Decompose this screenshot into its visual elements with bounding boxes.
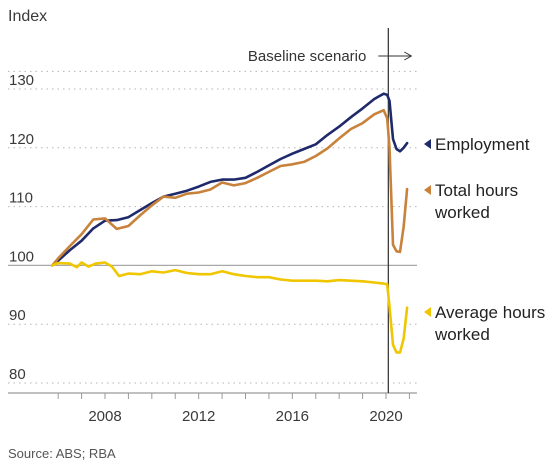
- legend-marker: [424, 307, 431, 317]
- legend-label-line: worked: [434, 325, 490, 344]
- legend-label-line: Total hours: [435, 181, 518, 200]
- legend-label-line: Average hours: [435, 303, 545, 322]
- y-axis-label: Index: [8, 8, 47, 25]
- x-tick-label: 2012: [182, 408, 215, 425]
- source-note: Source: ABS; RBA: [8, 446, 116, 461]
- legend-label-line: Employment: [435, 135, 530, 154]
- series-line-average-hours-worked: [50, 261, 409, 354]
- series-line-employment: [50, 92, 409, 267]
- x-tick-label: 2008: [88, 408, 121, 425]
- y-tick-label: 90: [9, 307, 26, 324]
- y-tick-label: 110: [9, 190, 33, 207]
- legend-label: Employment: [435, 135, 530, 154]
- legend-marker: [424, 185, 431, 195]
- legend-label-line: worked: [434, 203, 490, 222]
- legend-marker: [424, 139, 431, 149]
- legend-label: Average hours worked: [434, 303, 545, 344]
- x-tick-label: 2016: [276, 408, 309, 425]
- gridlines: [8, 70, 417, 384]
- y-tick-label: 120: [9, 131, 34, 148]
- y-axis-ticks: 80 90 100 110 120 130: [9, 72, 34, 383]
- x-axis: 2008 2012 2016 2020: [8, 392, 417, 425]
- series-line-total-hours-worked: [50, 108, 409, 267]
- y-tick-label: 100: [9, 248, 34, 265]
- x-tick-label: 2020: [369, 408, 402, 425]
- scenario-arrow-head: [404, 51, 413, 61]
- y-tick-label: 130: [9, 72, 34, 89]
- series-lines: [50, 92, 409, 354]
- scenario-label: Baseline scenario: [248, 48, 366, 65]
- baseline-scenario-marker: Baseline scenario: [248, 28, 413, 393]
- y-tick-label: 80: [9, 366, 26, 383]
- legend-label: Total hours worked: [434, 181, 518, 222]
